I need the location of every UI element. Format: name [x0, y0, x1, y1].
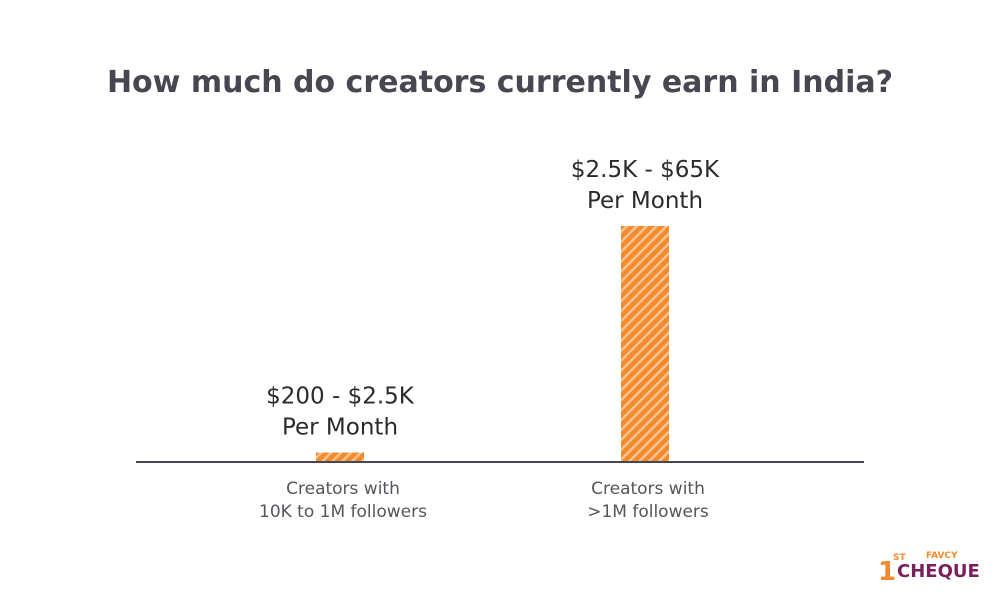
category-labels-group: Creators with 10K to 1M followers Creators… [259, 479, 709, 522]
category-label-1-line-2: 10K to 1M followers [259, 502, 427, 522]
category-label-2-line-1: Creators with [591, 479, 705, 499]
category-label-1-line-1: Creators with [286, 479, 400, 499]
bar-2 [621, 226, 669, 462]
logo-st-text: ST [893, 553, 906, 563]
category-label-2-line-2: >1M followers [587, 502, 709, 522]
logo-cheque-text: CHEQUE [897, 561, 980, 582]
bar-1 [316, 452, 364, 462]
data-label-2-line-2: Per Month [587, 188, 703, 214]
data-label-2-line-1: $2.5K - $65K [571, 157, 720, 183]
bars-group [316, 226, 669, 462]
logo-number-text: 1 [878, 557, 896, 587]
brand-logo: FAVCY ST 1 CHEQUE [878, 551, 980, 587]
logo-favcy-text: FAVCY [926, 551, 958, 561]
data-labels-group: $200 - $2.5K Per Month $2.5K - $65K Per Mon… [266, 157, 720, 441]
data-label-1-line-1: $200 - $2.5K [266, 384, 415, 410]
chart-title: How much do creators currently earn in I… [107, 65, 893, 100]
data-label-1-line-2: Per Month [282, 415, 398, 441]
